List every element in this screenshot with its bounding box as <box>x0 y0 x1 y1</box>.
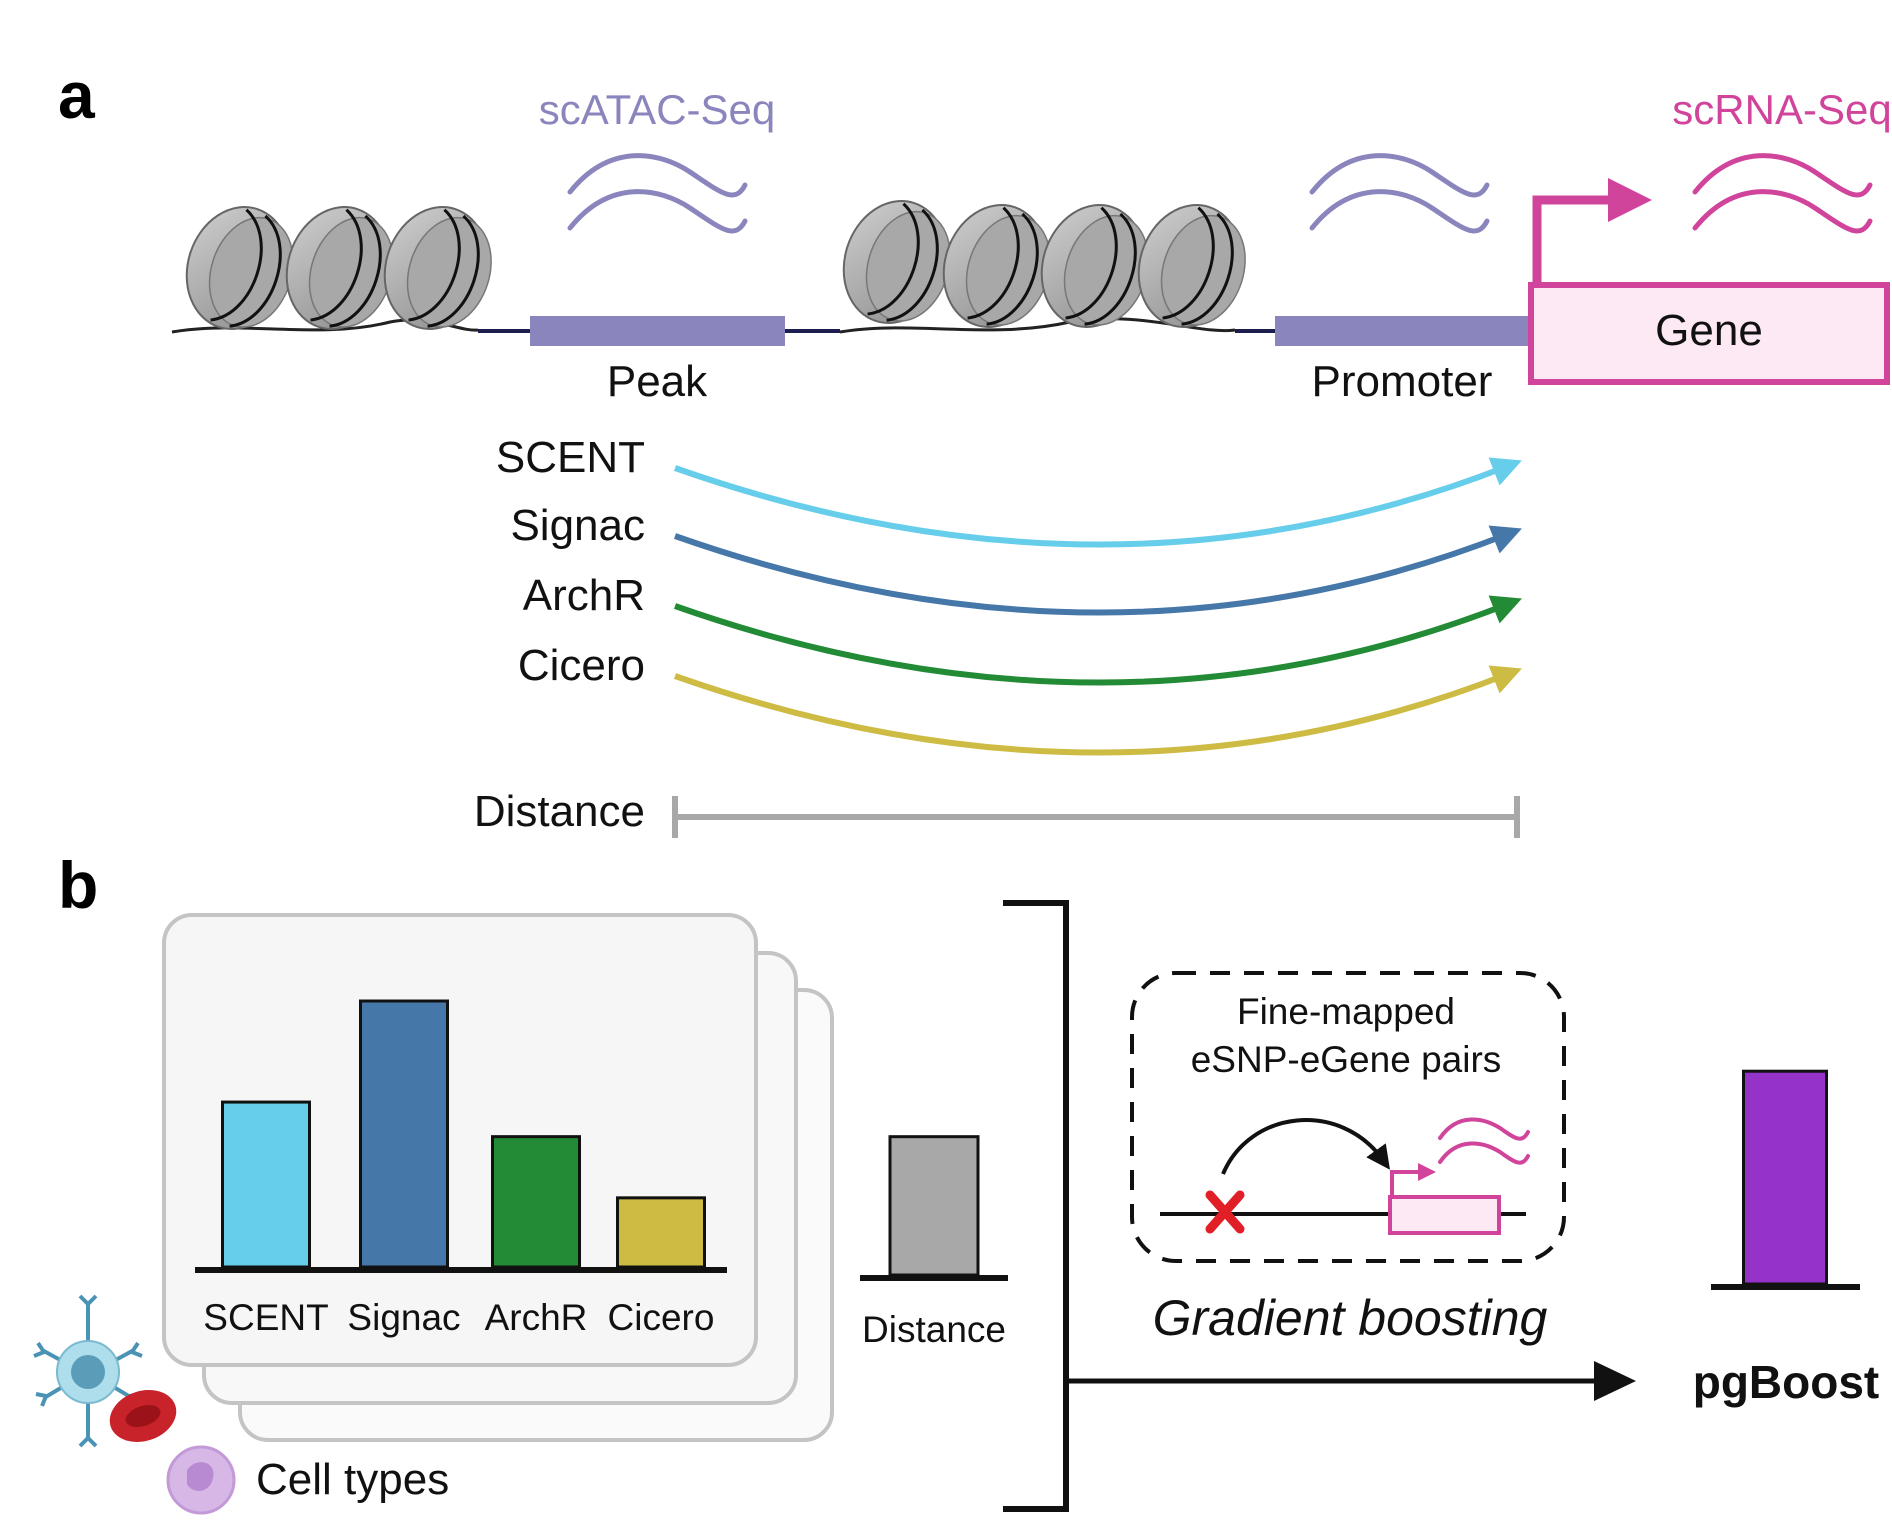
esnp-egene-link-arrow <box>1221 1118 1391 1175</box>
finemap-line-2: eSNP-eGene pairs <box>1191 1039 1502 1080</box>
nucleosome-cluster-2 <box>842 200 1246 328</box>
panel-b-letter: b <box>58 848 98 922</box>
finemap-line-1: Fine-mapped <box>1237 991 1455 1032</box>
nucleosome <box>842 200 951 324</box>
scatac-seq-label: scATAC-Seq <box>539 86 776 133</box>
bar-pgboost <box>1742 1069 1828 1286</box>
method-label-signac: Signac <box>510 501 645 550</box>
bar-label-cicero: Cicero <box>608 1297 715 1338</box>
scrna-seq-label: scRNA-Seq <box>1672 86 1891 133</box>
rna-signal-icon <box>1692 153 1873 234</box>
output-arrow-head <box>1594 1361 1636 1401</box>
method-arcs: SCENT Signac ArchR Cicero <box>496 433 1522 756</box>
distance-label-b: Distance <box>862 1309 1006 1350</box>
nucleosome-cluster-1 <box>185 206 492 330</box>
method-bar-chart <box>221 999 706 1269</box>
nucleosome <box>1040 204 1149 328</box>
bar-label-archr: ArchR <box>485 1297 588 1338</box>
pgboost-label: pgBoost <box>1693 1356 1880 1408</box>
bar-distance <box>888 1135 980 1277</box>
archr-arc <box>674 595 1522 686</box>
method-label-cicero: Cicero <box>518 641 645 690</box>
egene-box <box>1388 1195 1501 1235</box>
signac-arc <box>674 525 1522 616</box>
distance-ruler <box>672 796 1520 838</box>
bar-signac <box>359 999 449 1269</box>
method-label-archr: ArchR <box>523 571 645 620</box>
feature-bracket <box>1003 900 1069 1512</box>
method-label-scent: SCENT <box>496 433 645 482</box>
finemap-training-box <box>1130 971 1566 1263</box>
gene-label: Gene <box>1655 306 1763 355</box>
gradient-boosting-label: Gradient boosting <box>1153 1290 1548 1346</box>
bar-label-scent: SCENT <box>203 1297 328 1338</box>
bar-cicero <box>616 1196 706 1269</box>
peak-region <box>530 316 785 346</box>
promoter-signal-icon <box>1309 153 1490 234</box>
cell-types-label: Cell types <box>256 1455 449 1504</box>
egene-tss-arrow-icon <box>1390 1163 1436 1197</box>
red-blood-cell-icon <box>109 1390 177 1442</box>
nucleosome <box>1137 204 1246 328</box>
promoter-region <box>1275 316 1530 346</box>
esnp-x-icon <box>1205 1190 1245 1234</box>
gene-box <box>1528 282 1890 385</box>
nucleosome <box>285 206 394 330</box>
egene-rna-signal-icon <box>1438 1117 1530 1165</box>
bar-scent <box>221 1100 311 1269</box>
bar-label-signac: Signac <box>347 1297 460 1338</box>
nucleosome <box>185 206 294 330</box>
atac-signal-icon <box>567 153 748 234</box>
panel-a-letter: a <box>58 58 96 132</box>
cicero-arc <box>674 665 1522 756</box>
cell-type-card-front <box>162 913 758 1367</box>
nucleosome <box>383 206 492 330</box>
gene-tss-arrow-icon <box>1532 178 1652 285</box>
distance-bar-chart <box>888 1135 980 1277</box>
neutrophil-icon <box>166 1445 236 1515</box>
distance-label-a: Distance <box>474 787 645 836</box>
bar-archr <box>491 1135 581 1269</box>
nucleosome <box>942 204 1051 328</box>
pgboost-bar-chart <box>1742 1069 1828 1286</box>
t-cell-icon <box>33 1294 143 1448</box>
promoter-label: Promoter <box>1312 357 1493 406</box>
peak-label: Peak <box>607 357 708 406</box>
scent-arc <box>674 457 1522 548</box>
